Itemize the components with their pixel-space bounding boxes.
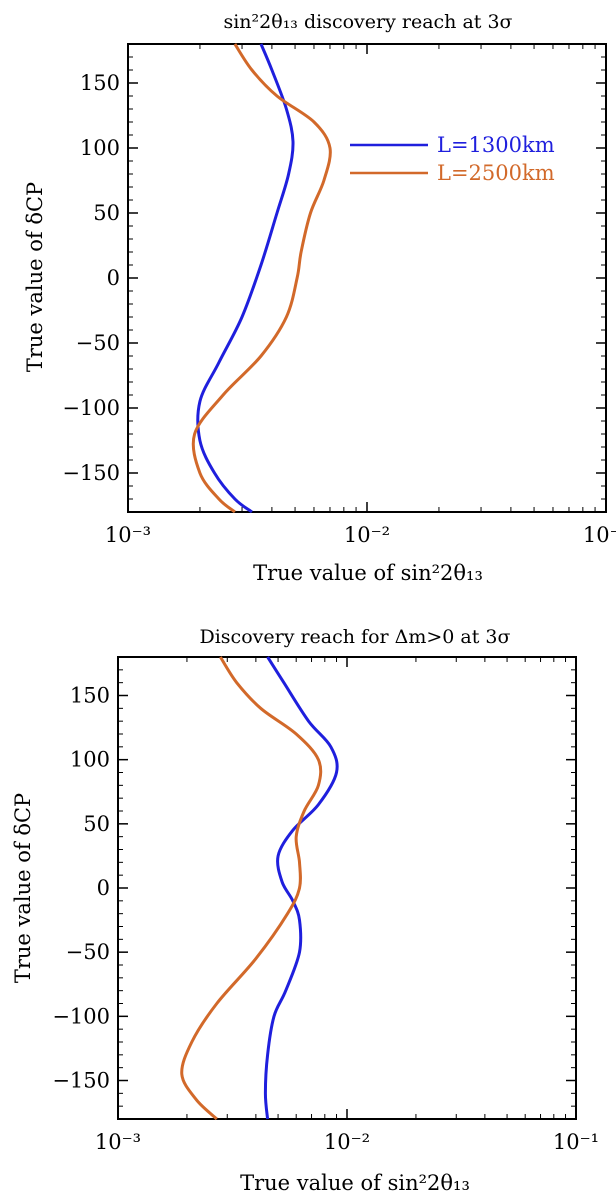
y-tick-label: −50 bbox=[66, 940, 110, 964]
y-tick-label: 0 bbox=[97, 876, 110, 900]
x-axis-label: True value of sin²2θ₁₃ bbox=[240, 1171, 470, 1195]
series-group bbox=[180, 656, 339, 1121]
y-tick-label: −100 bbox=[52, 1004, 110, 1028]
y-tick-label: 50 bbox=[93, 201, 120, 225]
y-tick-label: −100 bbox=[62, 396, 120, 420]
x-tick-label: 10⁻¹ bbox=[553, 1130, 599, 1154]
y-tick-label: 150 bbox=[70, 684, 110, 708]
chart-title: sin²2θ₁₃ discovery reach at 3σ bbox=[223, 11, 512, 33]
y-ticks: 150 100 50 0 −50 −100 −150 bbox=[52, 669, 576, 1107]
series-line-orange bbox=[180, 656, 323, 1121]
legend-label-1300: L=1300km bbox=[437, 133, 555, 157]
x-tick-label: 10⁻² bbox=[344, 523, 390, 547]
chart-title: Discovery reach for Δm>0 at 3σ bbox=[200, 626, 511, 648]
y-tick-label: 50 bbox=[83, 812, 110, 836]
y-tick-label: −150 bbox=[52, 1069, 110, 1093]
y-tick-label: −150 bbox=[62, 461, 120, 485]
x-tick-label: 10⁻³ bbox=[105, 523, 151, 547]
y-tick-label: −50 bbox=[76, 331, 120, 355]
x-tick-label: 10⁻¹ bbox=[583, 523, 616, 547]
y-ticks: 150 100 50 0 −50 −100 −150 bbox=[62, 56, 606, 500]
series-group bbox=[191, 43, 332, 514]
y-tick-label: 0 bbox=[107, 266, 120, 290]
x-ticks: 10⁻³ 10⁻² 10⁻¹ bbox=[95, 657, 599, 1154]
y-axis-label: True value of δCP bbox=[11, 793, 35, 983]
legend: L=1300km L=2500km bbox=[350, 133, 555, 185]
y-tick-label: 100 bbox=[70, 748, 110, 772]
y-tick-label: 100 bbox=[80, 136, 120, 160]
x-axis-label: True value of sin²2θ₁₃ bbox=[253, 561, 483, 585]
x-ticks: 10⁻³ 10⁻² 10⁻¹ bbox=[105, 44, 616, 547]
series-line-blue bbox=[196, 43, 295, 514]
series-line-blue bbox=[263, 656, 339, 1120]
y-tick-label: 150 bbox=[80, 71, 120, 95]
x-tick-label: 10⁻² bbox=[324, 1130, 370, 1154]
chart-panel-top: sin²2θ₁₃ discovery reach at 3σ True valu… bbox=[23, 11, 616, 585]
x-tick-label: 10⁻³ bbox=[95, 1130, 141, 1154]
series-line-orange bbox=[191, 43, 332, 514]
chart-panel-bottom: Discovery reach for Δm>0 at 3σ True valu… bbox=[11, 626, 599, 1195]
y-axis-label: True value of δCP bbox=[23, 182, 47, 372]
legend-label-2500: L=2500km bbox=[437, 161, 555, 185]
